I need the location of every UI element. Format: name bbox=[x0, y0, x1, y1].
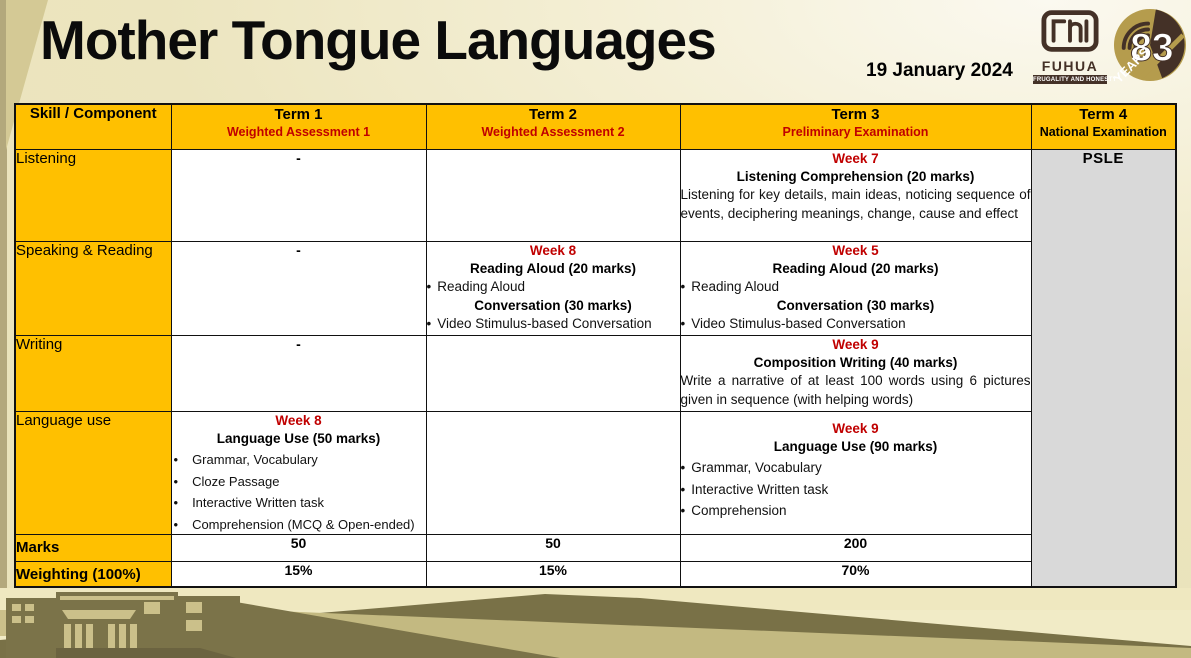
slide-date: 19 January 2024 bbox=[866, 60, 1013, 81]
fuhua-logo-name: FUHUA bbox=[1041, 58, 1099, 74]
cell-writing-term1: - bbox=[170, 334, 427, 412]
cell-speaking-term2: Week 8 Reading Aloud (20 marks) Reading … bbox=[425, 240, 681, 336]
marks-term3: 200 bbox=[679, 533, 1032, 562]
cell-speaking-term1: - bbox=[170, 240, 427, 336]
cell-term4-psle: PSLE bbox=[1030, 148, 1177, 588]
weighting-term2: 15% bbox=[425, 560, 681, 588]
weighting-term3: 70% bbox=[679, 560, 1032, 588]
cell-language-term3: Week 9 Language Use (90 marks) Grammar, … bbox=[679, 410, 1032, 535]
header-term4: Term 4 National Examination bbox=[1030, 103, 1177, 150]
row-speaking-reading: Speaking & Reading - Week 8 Reading Alou… bbox=[14, 240, 1176, 336]
label-speaking-reading: Speaking & Reading bbox=[14, 240, 172, 336]
marks-term2: 50 bbox=[425, 533, 681, 562]
school-building-illustration bbox=[0, 592, 560, 658]
assessment-schedule-table: Skill / Component Term 1 Weighted Assess… bbox=[14, 103, 1177, 589]
row-listening: Listening - Week 7 Listening Comprehensi… bbox=[14, 148, 1177, 588]
anniversary-83-years-logo: 83 YEARS bbox=[1111, 8, 1187, 86]
label-marks: Marks bbox=[14, 533, 172, 562]
row-language-use: Language use Week 8 Language Use (50 mar… bbox=[14, 410, 1176, 535]
row-marks: Marks 50 50 200 bbox=[14, 533, 1176, 562]
header-skill-component: Skill / Component bbox=[14, 103, 172, 150]
label-weighting: Weighting (100%) bbox=[14, 560, 172, 588]
header-term2: Term 2 Weighted Assessment 2 bbox=[425, 103, 681, 150]
row-writing: Writing - Week 9 Composition Writing (40… bbox=[14, 334, 1176, 412]
label-listening: Listening bbox=[14, 148, 172, 242]
header-term1: Term 1 Weighted Assessment 1 bbox=[170, 103, 427, 150]
table-header-row: Skill / Component Term 1 Weighted Assess… bbox=[14, 103, 1177, 150]
footer-artwork bbox=[0, 588, 1191, 658]
anniversary-83-icon: 83 YEARS bbox=[1111, 8, 1187, 86]
anniversary-number: 83 bbox=[1130, 27, 1173, 70]
cell-writing-term2 bbox=[425, 334, 681, 412]
cell-writing-term3: Week 9 Composition Writing (40 marks) Wr… bbox=[679, 334, 1032, 412]
left-edge-strip bbox=[0, 0, 7, 592]
fuhua-logo-motto: FRUGALITY AND HONESTY bbox=[1033, 75, 1117, 84]
title-reflection: Mother Tongue Languages bbox=[40, 72, 716, 102]
weighting-term1: 15% bbox=[170, 560, 427, 588]
cell-language-term2 bbox=[425, 410, 681, 535]
row-weighting: Weighting (100%) 15% 15% 70% bbox=[14, 560, 1176, 588]
fuhua-monogram-icon bbox=[1041, 10, 1099, 52]
header-term3: Term 3 Preliminary Examination bbox=[679, 103, 1032, 150]
title-block: Mother Tongue Languages Mother Tongue La… bbox=[40, 8, 717, 102]
cell-listening-term2 bbox=[425, 148, 681, 242]
cell-speaking-term3: Week 5 Reading Aloud (20 marks) Reading … bbox=[679, 240, 1032, 336]
marks-term1: 50 bbox=[170, 533, 427, 562]
wifi-arcs-icon bbox=[1121, 21, 1150, 50]
cell-language-term1: Week 8 Language Use (50 marks) Grammar, … bbox=[170, 410, 427, 535]
cell-listening-term1: - bbox=[170, 148, 427, 242]
page-title: Mother Tongue Languages bbox=[40, 9, 717, 71]
label-language-use: Language use bbox=[14, 410, 172, 535]
fuhua-school-logo: FUHUA FRUGALITY AND HONESTY bbox=[1033, 9, 1117, 84]
label-writing: Writing bbox=[14, 334, 172, 412]
cell-listening-term3: Week 7 Listening Comprehension (20 marks… bbox=[679, 148, 1032, 242]
